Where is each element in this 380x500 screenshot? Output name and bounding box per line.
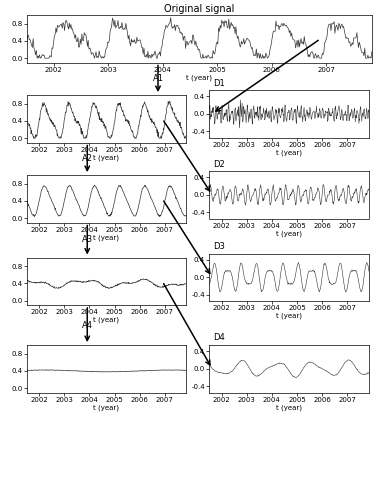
Text: A4: A4 xyxy=(82,320,93,330)
Text: D3: D3 xyxy=(213,242,225,251)
Text: A2: A2 xyxy=(82,154,93,163)
X-axis label: t (year): t (year) xyxy=(276,149,302,156)
Text: D4: D4 xyxy=(213,334,225,342)
Text: A1: A1 xyxy=(152,74,163,83)
X-axis label: t (year): t (year) xyxy=(187,74,212,80)
X-axis label: t (year): t (year) xyxy=(276,404,302,410)
Title: Original signal: Original signal xyxy=(164,4,235,14)
X-axis label: t (year): t (year) xyxy=(93,404,119,410)
X-axis label: t (year): t (year) xyxy=(276,230,302,236)
X-axis label: t (year): t (year) xyxy=(93,154,119,160)
Text: A3: A3 xyxy=(82,236,93,244)
Text: D2: D2 xyxy=(213,160,225,168)
X-axis label: t (year): t (year) xyxy=(93,234,119,240)
X-axis label: t (year): t (year) xyxy=(93,316,119,323)
Text: D1: D1 xyxy=(213,78,225,88)
X-axis label: t (year): t (year) xyxy=(276,312,302,319)
